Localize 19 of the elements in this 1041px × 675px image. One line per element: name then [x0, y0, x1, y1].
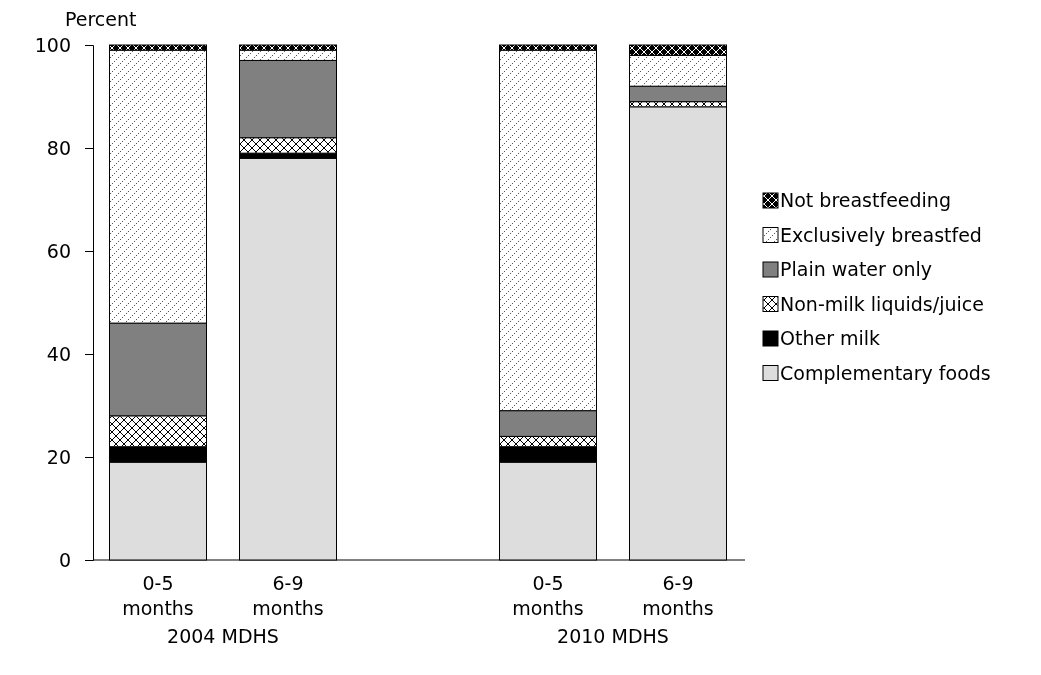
x-tick-label: 0-5 months [122, 572, 194, 619]
y-tick-label: 0 [58, 548, 71, 571]
x-tick-label: 6-9 months [642, 572, 714, 619]
legend-label: Plain water only [780, 258, 933, 280]
x-tick-label: 0-5 months [512, 572, 584, 619]
legend-label: Not breastfeeding [780, 189, 951, 211]
legend-label: Non-milk liquids/juice [780, 292, 984, 315]
y-tick-label: 60 [46, 239, 71, 262]
legend-label: Complementary foods [780, 361, 991, 384]
y-tick-label: 100 [34, 33, 71, 56]
y-axis-title: Percent [65, 8, 137, 30]
text: 2004 MDHS [167, 625, 279, 647]
y-tick-label: 80 [46, 136, 71, 159]
y-tick-label: 40 [46, 342, 71, 365]
legend-label: Other milk [780, 327, 881, 349]
x-tick-label: 6-9 months [252, 572, 324, 619]
text: 2010 MDHS [557, 625, 669, 647]
y-tick-label: 20 [46, 445, 71, 468]
legend-label: Exclusively breastfed [780, 223, 982, 246]
